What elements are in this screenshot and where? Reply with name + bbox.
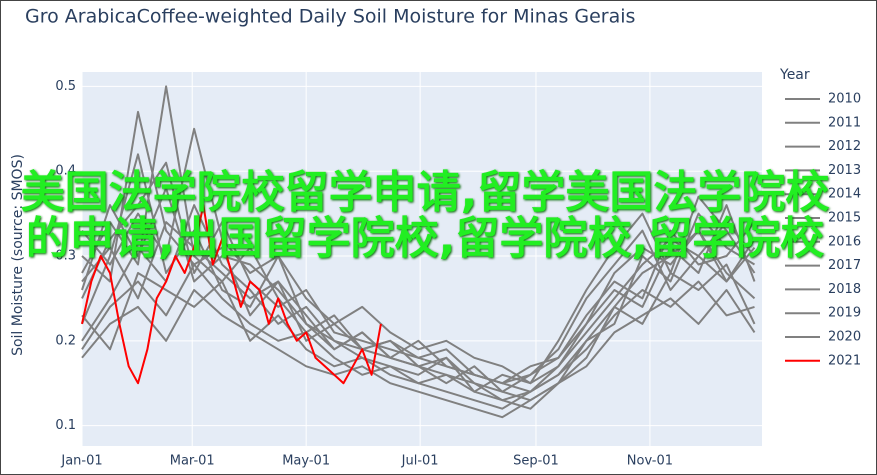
x-tick-label: Nov-01 (627, 454, 673, 469)
y-tick-label: 0.1 (55, 418, 76, 433)
legend-label: 2021 (828, 353, 861, 368)
legend-label: 2016 (828, 234, 861, 249)
chart-title: Gro ArabicaCoffee-weighted Daily Soil Mo… (25, 6, 635, 28)
y-tick-label: 0.4 (55, 164, 76, 179)
overlay-text: 美国法学院校留学申请,留学美国法学院校的申请,出国留学院校,留学院校,留学院校 (20, 167, 830, 264)
x-tick-label: Mar-01 (170, 454, 215, 469)
series-line (81, 85, 756, 393)
y-axis-label: Soil Moisture (source: SMOS) (10, 154, 26, 356)
x-tick-label: Jan-01 (60, 454, 102, 469)
y-tick-label: 0.2 (55, 333, 76, 348)
x-tick-label: Jul-01 (401, 454, 439, 469)
legend-label: 2012 (828, 139, 861, 154)
series-line (81, 289, 756, 419)
legend-label: 2014 (828, 187, 861, 202)
series-line (81, 204, 382, 385)
legend-label: 2020 (828, 330, 861, 345)
legend-label: 2019 (828, 306, 861, 321)
series-line (81, 263, 756, 410)
legend-label: 2013 (828, 163, 861, 178)
legend-label: 2018 (828, 282, 861, 297)
legend-label: 2017 (828, 258, 861, 273)
series-line (81, 127, 756, 385)
x-tick-label: May-01 (282, 454, 330, 469)
y-tick-label: 0.5 (55, 79, 76, 94)
series-line (81, 187, 756, 385)
legend-title: Year (779, 67, 810, 83)
series-line (81, 204, 756, 402)
y-tick-label: 0.3 (55, 249, 76, 264)
x-tick-label: Sep-01 (513, 454, 559, 469)
legend-label: 2015 (828, 211, 861, 226)
legend-label: 2011 (828, 115, 861, 130)
legend-label: 2010 (828, 92, 861, 107)
